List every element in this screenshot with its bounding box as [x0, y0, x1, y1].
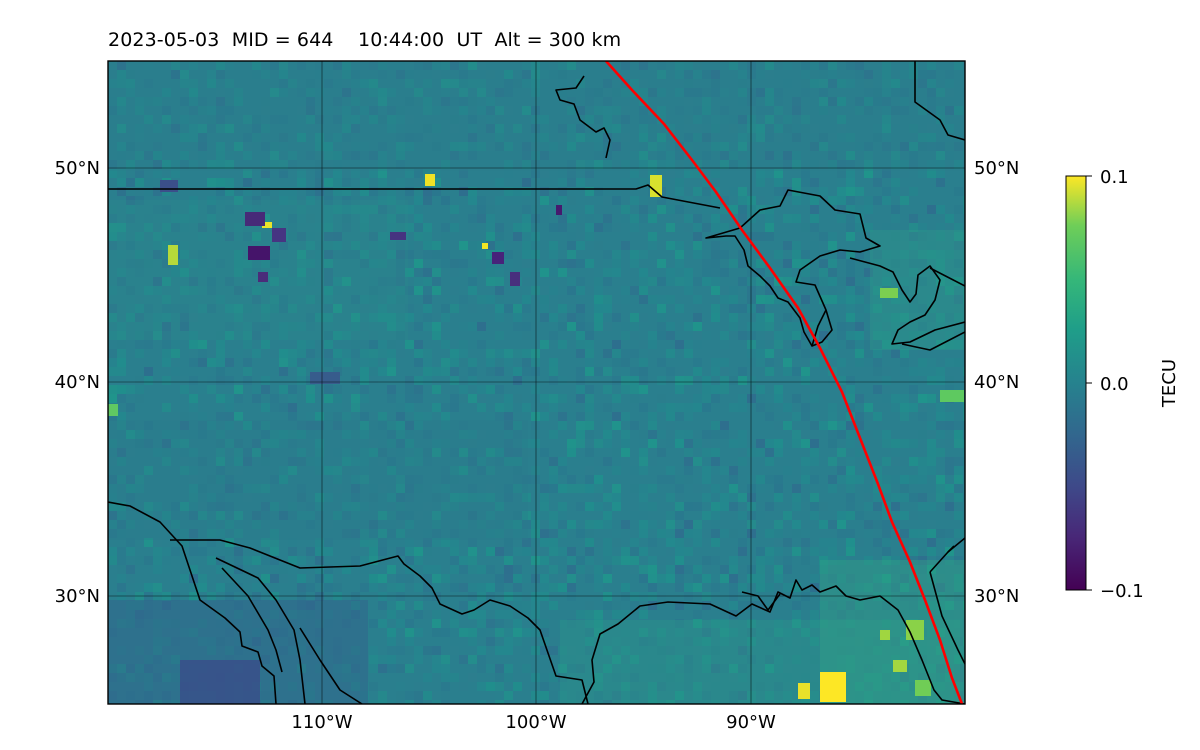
lat-tick-50-left: 50°N — [55, 158, 100, 179]
lat-labels-left: 50°N 40°N 30°N — [55, 158, 100, 607]
colorbar: 0.1 0.0 −0.1 TECU — [1065, 167, 1180, 602]
lat-tick-40-right: 40°N — [974, 372, 1019, 393]
map-frame — [107, 60, 966, 705]
lon-labels: 110°W 100°W 90°W — [291, 712, 776, 733]
colorbar-tick-max: 0.1 — [1100, 167, 1129, 188]
tec-regional-patches — [108, 61, 965, 704]
lat-tick-40-left: 40°N — [55, 372, 100, 393]
colorbar-tick-min: −0.1 — [1100, 581, 1144, 602]
lat-tick-50-right: 50°N — [974, 158, 1019, 179]
lat-tick-30-right: 30°N — [974, 586, 1019, 607]
lon-tick-90w: 90°W — [726, 712, 776, 733]
satellite-track-line — [605, 61, 964, 704]
map-gridlines — [108, 61, 965, 704]
lat-labels-right: 50°N 40°N 30°N — [974, 158, 1019, 607]
colorbar-tick-zero: 0.0 — [1100, 374, 1129, 395]
tec-noise-pixels — [108, 61, 965, 704]
lon-tick-100w: 100°W — [505, 712, 566, 733]
colorbar-label: TECU — [1159, 359, 1180, 408]
map-title: 2023-05-03 MID = 644 10:44:00 UT Alt = 3… — [108, 29, 622, 51]
tec-anomaly-pixels — [108, 174, 964, 702]
lon-tick-110w: 110°W — [291, 712, 352, 733]
lat-tick-30-left: 30°N — [55, 586, 100, 607]
colorbar-gradient — [1065, 175, 1087, 591]
